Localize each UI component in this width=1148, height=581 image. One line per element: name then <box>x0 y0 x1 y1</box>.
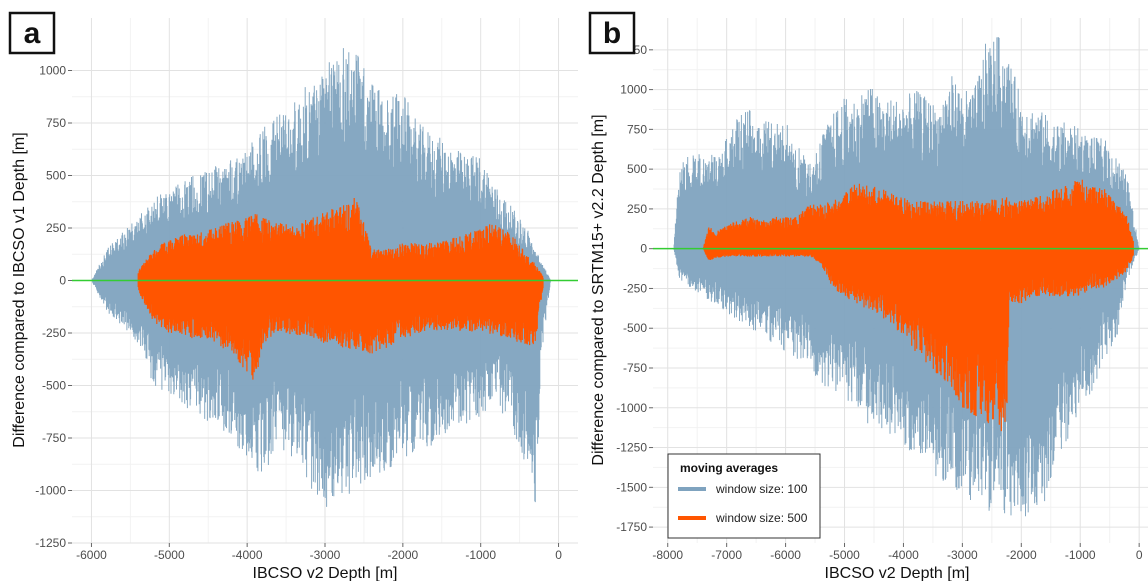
x-tick-label: -8000 <box>652 548 683 562</box>
panel-b-label-box <box>588 11 636 55</box>
panel-b-label: b <box>603 17 621 50</box>
x-tick-label: -1000 <box>1065 548 1096 562</box>
y-tick-label: 0 <box>59 274 66 288</box>
x-tick-label: -4000 <box>888 548 919 562</box>
x-tick-label: -3000 <box>947 548 978 562</box>
x-tick-label: -2000 <box>387 548 418 562</box>
panel-b-x-ticks: -8000 -7000 -6000 -5000 -4000 -3000 -2000 -1000… <box>652 543 1143 562</box>
y-tick-label: -1000 <box>616 401 647 415</box>
x-tick-label: -6000 <box>770 548 801 562</box>
y-tick-label: -500 <box>623 321 647 335</box>
panel-b: -8000 -7000 -6000 -5000 -4000 -3000 -2000 -1000… <box>588 11 1148 581</box>
legend: moving averages window size: 100 window … <box>667 453 821 539</box>
y-tick-label: 1000 <box>620 83 647 97</box>
panel-a-x-ticks: -6000 -5000 -4000 -3000 -2000 -1000 0 <box>76 543 562 562</box>
legend-box <box>667 453 821 539</box>
x-tick-label: -2000 <box>1006 548 1037 562</box>
y-tick-label: -750 <box>42 431 66 445</box>
y-tick-label: 250 <box>46 221 66 235</box>
y-tick-label: -250 <box>42 326 66 340</box>
x-tick-label: -5000 <box>829 548 860 562</box>
y-tick-label: 1000 <box>39 64 66 78</box>
x-tick-label: 0 <box>555 548 562 562</box>
x-tick-label: -6000 <box>76 548 107 562</box>
panel-b-x-axis-label: IBCSO v2 Depth [m] <box>825 565 970 581</box>
y-tick-label: 500 <box>627 162 647 176</box>
panel-b-y-axis-label: Difference compared to SRTM15+ v2.2 Dept… <box>590 114 607 465</box>
x-tick-label: -7000 <box>711 548 742 562</box>
legend-title: moving averages <box>680 461 778 475</box>
y-tick-label: -750 <box>623 361 647 375</box>
y-tick-label: -500 <box>42 379 66 393</box>
panel-a: -6000 -5000 -4000 -3000 -2000 -1000 0 -1250-10… <box>8 11 578 581</box>
panel-a-y-ticks: -1250 -1000 -750 -500 -250 0 250 500 750 1000 <box>35 64 72 550</box>
panel-a-y-axis-label: Difference compared to IBCSO v1 Depth [m… <box>11 132 28 447</box>
y-tick-label: -1250 <box>35 536 66 550</box>
y-tick-label: -250 <box>623 281 647 295</box>
panel-b-series <box>673 37 1140 517</box>
panel-a-label-box <box>8 11 56 55</box>
y-tick-label: -1250 <box>616 441 647 455</box>
legend-label-window500: window size: 500 <box>715 511 808 525</box>
y-tick-label: 750 <box>627 122 647 136</box>
panel-a-label: a <box>24 17 41 50</box>
panel-b-y-ticks: -1750 -1500 -1250 -1000 -750 -500 -250 0 250 500 7… <box>616 43 653 534</box>
y-tick-label: 0 <box>640 242 647 256</box>
y-tick-label: -1000 <box>35 484 66 498</box>
y-tick-label: -1750 <box>616 520 647 534</box>
legend-label-window100: window size: 100 <box>715 482 808 496</box>
x-tick-label: -4000 <box>232 548 263 562</box>
x-tick-label: 0 <box>1136 548 1143 562</box>
y-tick-label: 250 <box>627 202 647 216</box>
panel-a-x-axis-label: IBCSO v2 Depth [m] <box>253 565 398 581</box>
x-tick-label: -5000 <box>154 548 185 562</box>
x-tick-label: -3000 <box>310 548 341 562</box>
y-tick-label: -1500 <box>616 480 647 494</box>
y-tick-label: 500 <box>46 169 66 183</box>
x-tick-label: -1000 <box>465 548 496 562</box>
y-tick-label: 750 <box>46 116 66 130</box>
